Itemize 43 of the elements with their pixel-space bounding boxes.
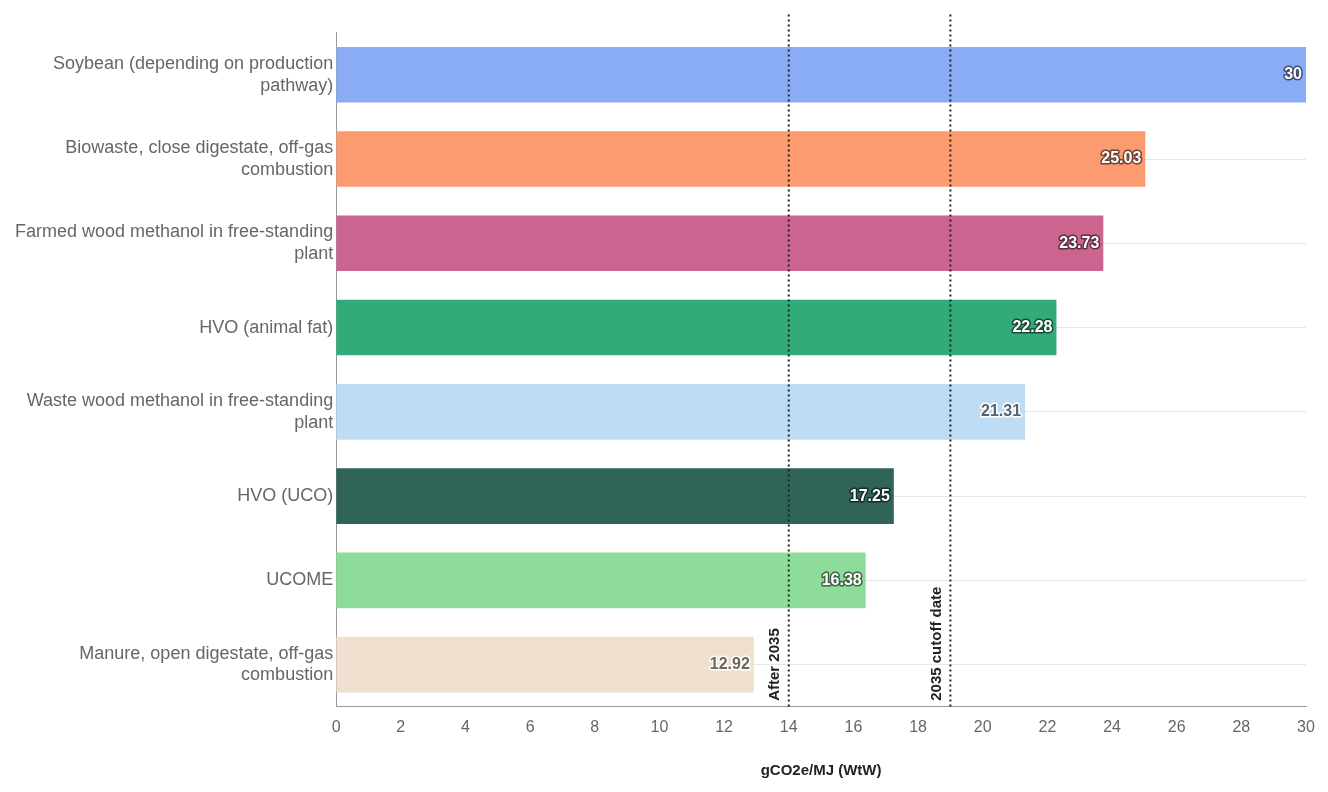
x-tick-label: 0 — [331, 717, 341, 735]
x-tick-label: 2 — [396, 717, 406, 735]
x-tick-label: 26 — [1167, 717, 1186, 735]
bar — [336, 299, 1057, 356]
x-tick-label: 4 — [461, 717, 471, 735]
x-tick-label: 30 — [1297, 717, 1315, 735]
x-tick-label: 6 — [525, 717, 535, 735]
data-label: 22.28 — [1012, 317, 1053, 335]
y-tick-label: UCOME — [266, 569, 334, 590]
x-tick-label: 8 — [590, 717, 600, 735]
x-tick-label: 10 — [650, 717, 669, 735]
y-tick-label: Manure, open digestate, off-gas combustion — [79, 642, 334, 685]
data-label: 25.03 — [1101, 149, 1142, 167]
ref-line-label: After 2035 — [765, 628, 783, 701]
x-tick-label: 24 — [1103, 717, 1122, 735]
x-tick-label: 18 — [909, 717, 928, 735]
y-tick-label: HVO (UCO) — [237, 485, 334, 506]
y-tick-label: Farmed wood methanol in free-standing plant — [14, 221, 334, 264]
x-tick-label: 12 — [715, 717, 734, 735]
bar — [336, 468, 894, 524]
data-label: 30 — [1284, 65, 1303, 83]
y-tick-label: HVO (animal fat) — [199, 316, 334, 337]
y-tick-label: Waste wood methanol in free-standing plant — [26, 390, 334, 432]
data-label: 21.31 — [981, 402, 1022, 420]
bar — [336, 552, 866, 609]
x-axis-title: gCO2e/MJ (WtW) — [760, 761, 882, 779]
bar — [336, 131, 1146, 187]
x-tick-label: 14 — [779, 717, 798, 735]
bar — [336, 636, 754, 693]
data-label: 16.38 — [821, 570, 862, 588]
x-tick-label: 16 — [844, 717, 863, 735]
data-label: 17.25 — [849, 486, 890, 504]
x-tick-label: 28 — [1232, 717, 1251, 735]
ref-line-label: 2035 cutoff date — [927, 586, 945, 701]
y-tick-label: Soybean (depending on production pathway) — [52, 52, 334, 95]
data-label: 12.92 — [709, 655, 750, 673]
x-tick-label: 20 — [973, 717, 992, 735]
bar — [336, 46, 1306, 103]
y-tick-label: Biowaste, close digestate, off-gas combustion — [65, 137, 334, 179]
x-tick-label: 22 — [1038, 717, 1057, 735]
bar — [336, 215, 1104, 272]
data-label: 23.73 — [1059, 233, 1100, 251]
bar — [336, 384, 1026, 440]
